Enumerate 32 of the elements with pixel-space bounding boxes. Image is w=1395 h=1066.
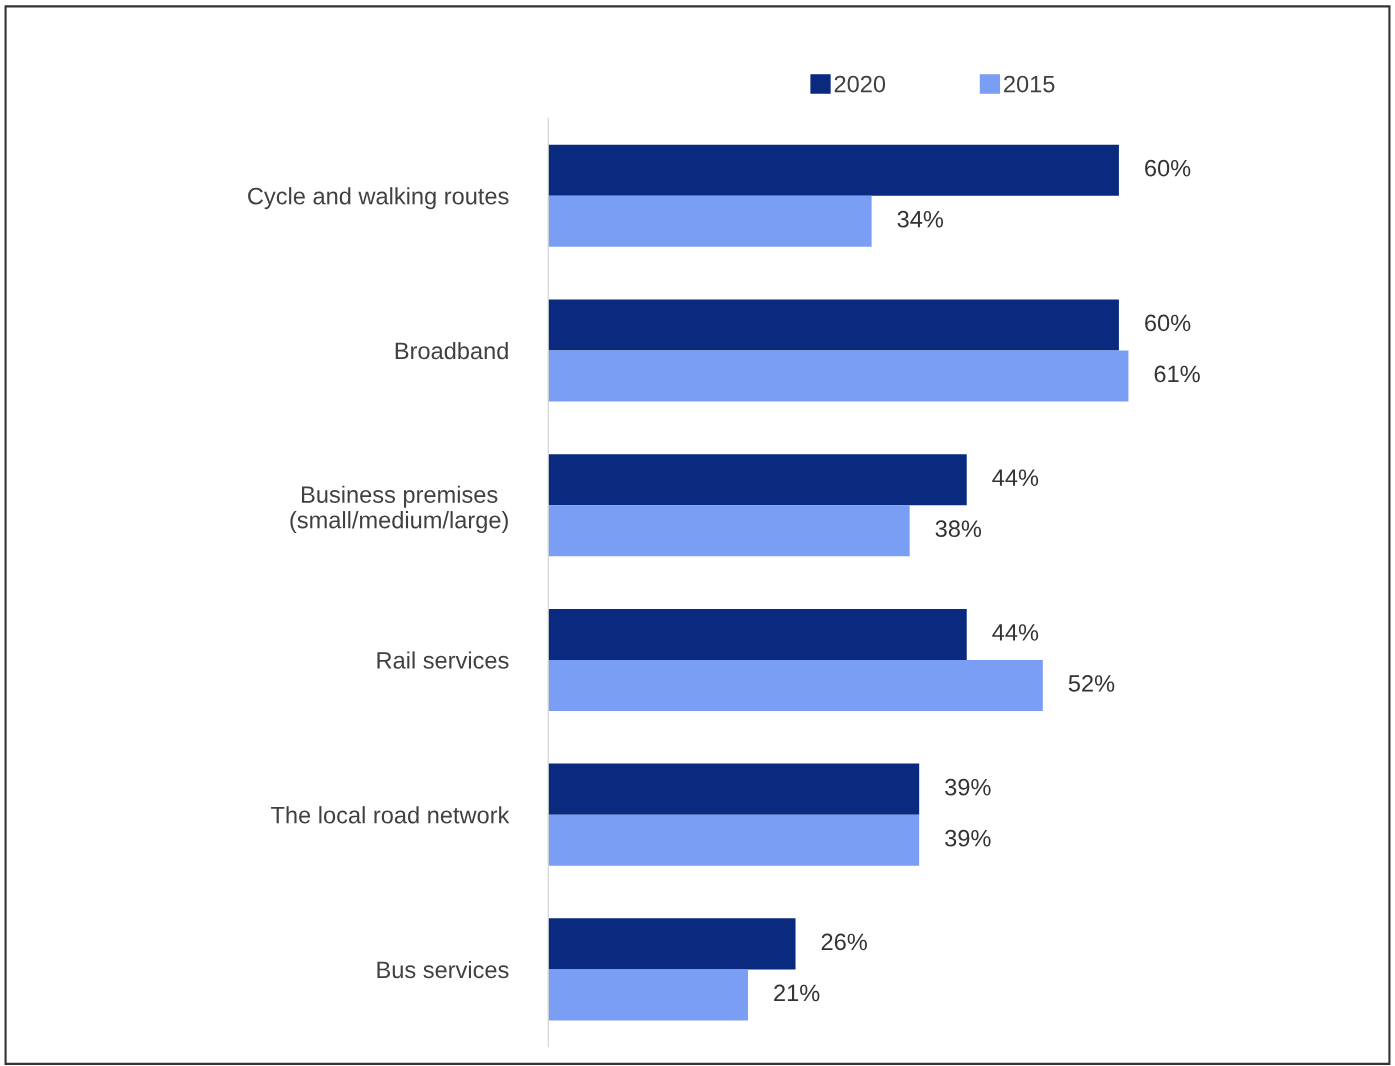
data-label: 60% [1145,314,1191,332]
y-tick-label: Business premises (small/medium/large) [290,485,508,534]
data-label: 38% [935,520,982,538]
bar [548,454,967,506]
bar [548,505,910,557]
data-label: 44% [992,624,1039,641]
bar [548,659,1043,712]
data-label: 21% [774,984,820,1002]
data-label: 52% [1068,675,1115,692]
data-label: 39% [945,829,991,847]
y-tick-label: Cycle and walking routes [248,187,509,210]
y-tick-label: Broadband [395,341,508,360]
bar [548,350,1129,402]
data-label: 60% [1145,159,1191,177]
legend-label: 2020 [834,75,886,93]
y-tick-label: The local road network [271,806,510,824]
y-tick-label: Rail services [377,651,509,669]
bar [548,195,872,247]
bar [548,918,796,970]
bar [548,608,967,660]
bar [548,763,920,815]
data-label: 34% [897,210,944,228]
bar [548,144,1119,196]
data-label: 44% [992,469,1039,486]
legend-label: 2015 [1004,75,1055,93]
bar [548,969,748,1021]
data-label: 39% [945,778,991,796]
data-label: 61% [1154,365,1200,383]
data-label: 26% [821,933,867,951]
y-tick-label: Bus services [377,960,509,979]
bar [548,299,1119,351]
bar [548,814,920,866]
